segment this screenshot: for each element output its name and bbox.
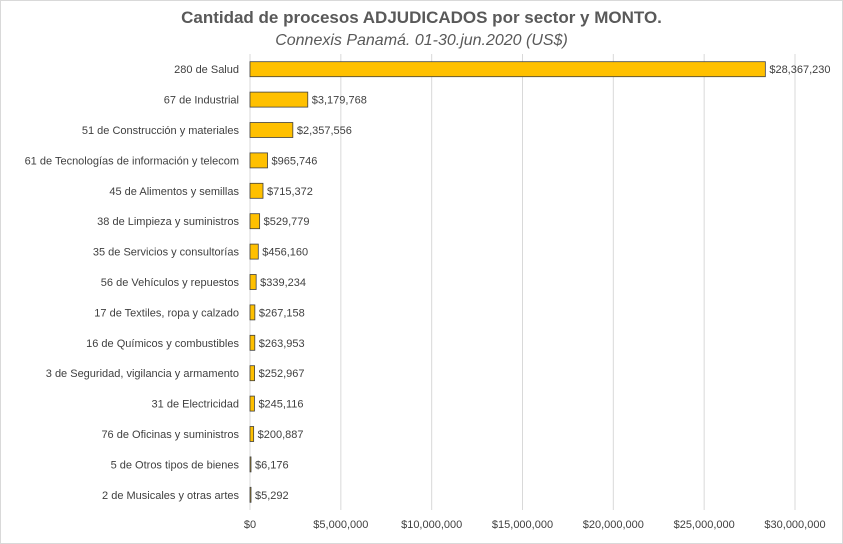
bar	[249, 426, 255, 442]
category-label: 76 de Oficinas y suministros	[101, 429, 239, 441]
data-label: $2,357,556	[297, 125, 352, 137]
x-tick-label: $5,000,000	[313, 519, 368, 531]
bar	[249, 304, 256, 321]
bar	[249, 456, 252, 473]
bar	[249, 61, 766, 78]
data-label: $3,179,768	[312, 95, 367, 107]
category-label: 61 de Tecnologías de información y telec…	[25, 155, 239, 167]
bar	[249, 182, 264, 199]
bar	[249, 395, 255, 412]
bar	[249, 152, 268, 169]
data-label: $339,234	[260, 277, 306, 289]
bar	[249, 213, 261, 230]
grid-lines	[249, 54, 796, 510]
data-label: $6,176	[255, 459, 289, 471]
x-tick-label: $20,000,000	[583, 519, 644, 531]
bar	[249, 122, 294, 138]
data-label: $252,967	[259, 368, 305, 380]
data-label: $529,779	[264, 216, 310, 228]
x-tick-label: $15,000,000	[492, 519, 553, 531]
category-label: 3 de Seguridad, vigilancia y armamento	[46, 368, 239, 380]
bar	[249, 334, 256, 351]
data-labels: $28,367,230 $3,179,768 $2,357,556 $965,746 $…	[255, 64, 831, 502]
category-label: 16 de Químicos y combustibles	[86, 338, 239, 350]
bar	[249, 243, 259, 260]
bar	[249, 91, 309, 108]
category-label: 67 de Industrial	[164, 95, 239, 107]
category-labels: 280 de Salud 67 de Industrial 51 de Constr…	[25, 64, 240, 502]
x-tick-labels: $0 $5,000,000 $10,000,000 $15,000,000 $20,00…	[244, 519, 826, 531]
data-label: $456,160	[262, 247, 308, 259]
category-label: 2 de Musicales y otras artes	[102, 490, 239, 502]
bar	[249, 365, 255, 382]
category-label: 35 de Servicios y consultorías	[93, 247, 240, 259]
category-label: 17 de Textiles, ropa y calzado	[94, 307, 239, 319]
data-label: $28,367,230	[769, 64, 830, 76]
data-label: $5,292	[255, 490, 289, 502]
data-label: $965,746	[272, 155, 318, 167]
category-label: 45 de Alimentos y semillas	[109, 186, 239, 198]
x-tick-label: $25,000,000	[674, 519, 735, 531]
data-label: $200,887	[258, 429, 304, 441]
chart-title: Cantidad de procesos ADJUDICADOS por sec…	[181, 8, 662, 27]
x-tick-label: $30,000,000	[764, 519, 825, 531]
category-label: 51 de Construcción y materiales	[82, 125, 240, 137]
bar	[249, 486, 252, 503]
data-label: $715,372	[267, 186, 313, 198]
bar	[249, 274, 257, 290]
category-label: 31 de Electricidad	[152, 399, 239, 411]
data-label: $267,158	[259, 307, 305, 319]
chart-subtitle: Connexis Panamá. 01-30.jun.2020 (US$)	[275, 32, 568, 49]
category-label: 38 de Limpieza y suministros	[97, 216, 239, 228]
category-label: 56 de Vehículos y repuestos	[101, 277, 240, 289]
bars	[249, 61, 766, 503]
x-tick-label: $10,000,000	[401, 519, 462, 531]
category-label: 280 de Salud	[174, 64, 239, 76]
data-label: $263,953	[259, 338, 305, 350]
x-tick-label: $0	[244, 519, 256, 531]
data-label: $245,116	[258, 399, 303, 411]
category-label: 5 de Otros tipos de bienes	[111, 459, 240, 471]
